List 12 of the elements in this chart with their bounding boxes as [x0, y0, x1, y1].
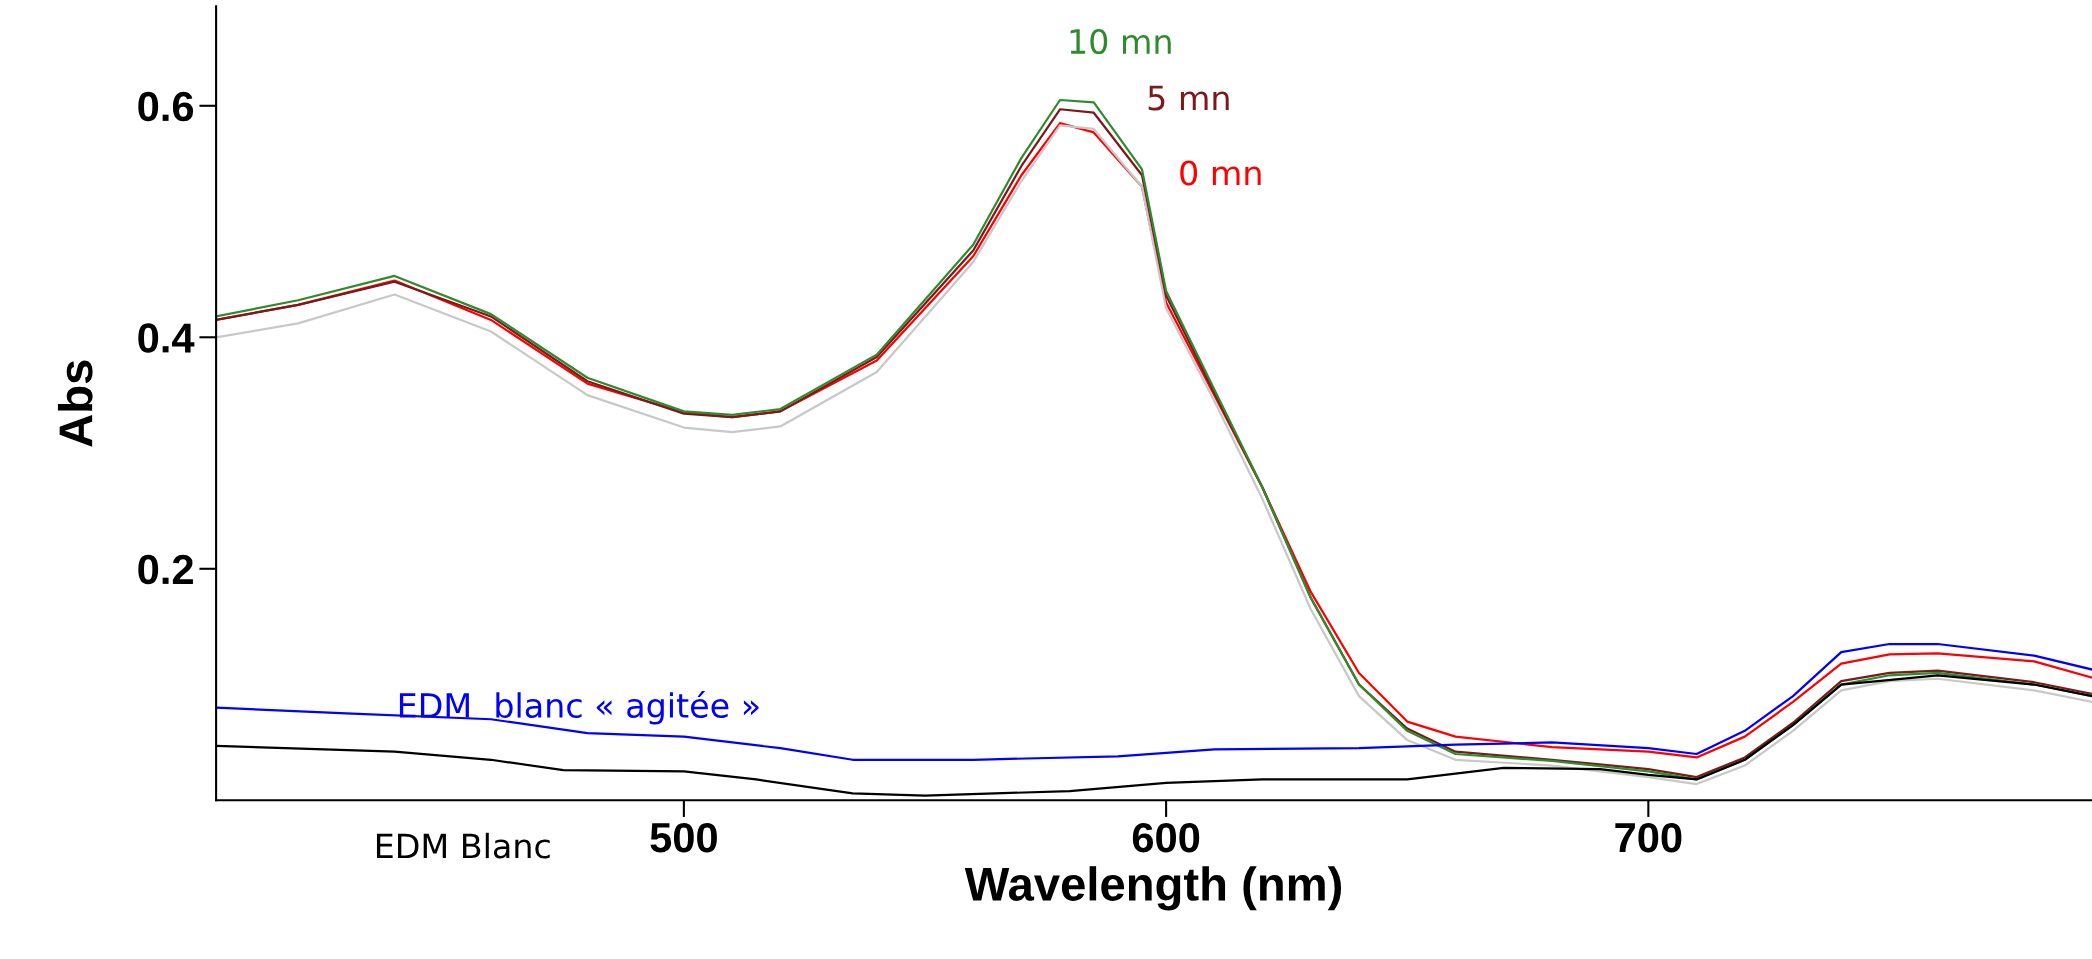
- x-axis-title: Wavelength (nm): [964, 866, 1342, 911]
- y-tick-label: 0.2: [138, 554, 193, 585]
- series-label: EDM Blanc: [376, 832, 550, 859]
- series-label: 0 mn: [1180, 160, 1261, 186]
- y-tick-label: 0.6: [138, 91, 194, 122]
- x-tick-label: 600: [1132, 822, 1200, 853]
- x-tick-label: 500: [650, 822, 717, 853]
- x-tick-label: 700: [1615, 822, 1682, 853]
- y-axis-title: Abs: [57, 360, 93, 447]
- series-label: 5 mn: [1148, 85, 1229, 111]
- series-label: 10 mn: [1070, 28, 1171, 55]
- y-tick-label: 0.4: [138, 323, 195, 353]
